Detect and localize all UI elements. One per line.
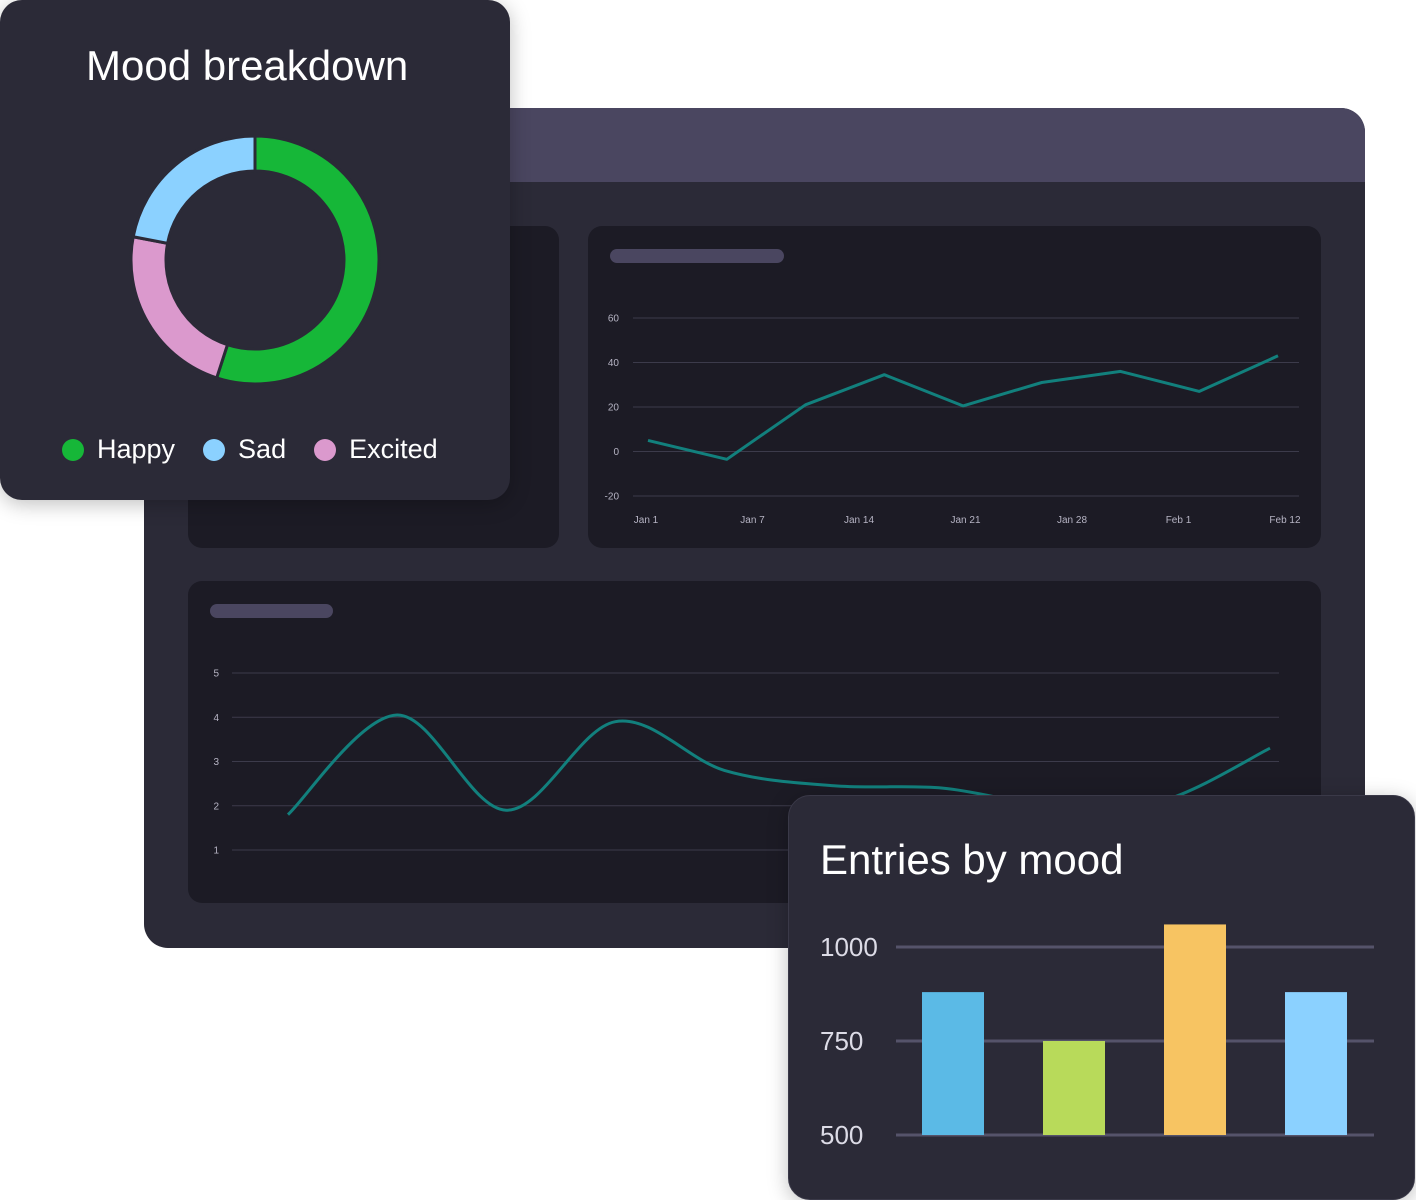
y-tick-label: 1 <box>213 846 219 857</box>
x-tick-label: Jan 1 <box>634 515 659 526</box>
y-tick-label: 0 <box>613 447 619 458</box>
legend-label-happy: Happy <box>97 434 176 464</box>
panel-title-placeholder <box>610 249 784 263</box>
x-tick-label: Feb 12 <box>1269 515 1301 526</box>
y-tick-label: 4 <box>213 713 219 724</box>
donut-slice-sad <box>131 134 257 246</box>
y-tick-label: 5 <box>213 669 219 680</box>
y-tick-label: 3 <box>213 757 219 768</box>
y-tick-label: 750 <box>820 1026 863 1056</box>
bar <box>1285 992 1347 1135</box>
y-tick-label: 500 <box>820 1120 863 1150</box>
bar <box>1164 924 1226 1135</box>
x-tick-label: Jan 7 <box>740 515 765 526</box>
y-tick-label: 2 <box>213 801 219 812</box>
mood-donut-chart <box>129 134 381 386</box>
donut-slice-excited <box>129 235 230 380</box>
y-tick-label: 60 <box>608 314 620 325</box>
donut-slice-happy <box>214 134 381 386</box>
bar <box>1043 1041 1105 1135</box>
sad-dot-icon <box>203 438 226 461</box>
x-tick-label: Jan 14 <box>844 515 874 526</box>
panel-title-placeholder <box>210 604 333 618</box>
dashboard-window: -20 0 20 40 60 Jan 1 Jan 7 Jan 14 Jan 21 Jan 28 Fe… <box>144 108 1365 948</box>
series-line <box>647 354 1279 461</box>
bar <box>922 992 984 1135</box>
y-tick-label: 1000 <box>820 932 878 962</box>
x-tick-label: Feb 1 <box>1166 515 1192 526</box>
legend-label-excited: Excited <box>349 434 438 464</box>
entries-by-mood-title: Entries by mood <box>820 836 1124 883</box>
mood-breakdown-card: Mood breakdown Happy Sad Excited <box>0 0 510 500</box>
entries-by-mood-card: Entries by mood 500 750 1000 <box>788 795 1415 1200</box>
entries-bar-chart: 500 750 1000 <box>820 924 1374 1150</box>
legend-item-sad: Sad <box>203 434 286 465</box>
excited-dot-icon <box>314 438 337 461</box>
x-tick-label: Jan 21 <box>950 515 980 526</box>
mood-legend: Happy Sad Excited <box>62 434 466 465</box>
legend-item-excited: Excited <box>314 434 438 465</box>
weekly-line-chart-panel: -20 0 20 40 60 Jan 1 Jan 7 Jan 14 Jan 21 Jan 28 Fe… <box>588 226 1321 548</box>
y-tick-label: -20 <box>605 492 620 503</box>
mood-breakdown-title: Mood breakdown <box>86 42 409 89</box>
y-tick-label: 40 <box>608 358 620 369</box>
happy-dot-icon <box>62 438 84 461</box>
line-chart: -20 0 20 40 60 Jan 1 Jan 7 Jan 14 Jan 21 Jan 28 Fe… <box>605 314 1301 527</box>
y-tick-label: 20 <box>608 403 620 414</box>
legend-item-happy: Happy <box>62 434 175 465</box>
x-tick-label: Jan 28 <box>1057 515 1087 526</box>
legend-label-sad: Sad <box>238 434 287 464</box>
